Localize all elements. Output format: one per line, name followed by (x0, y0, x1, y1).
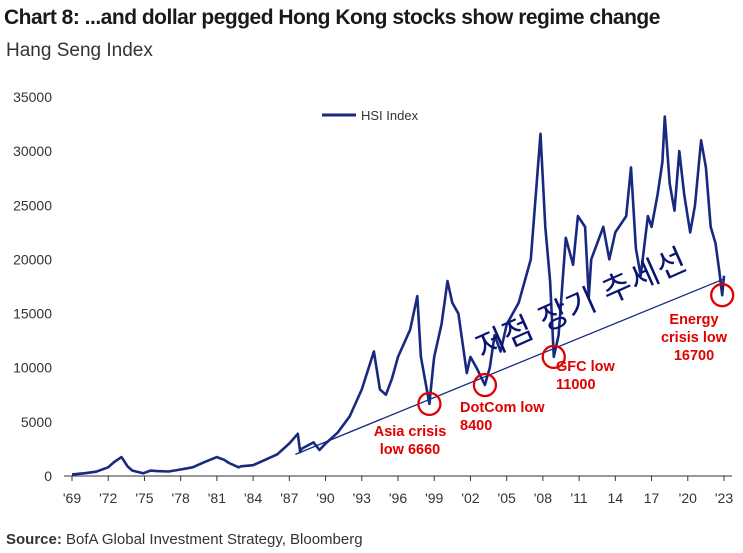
series-line-hsi (71, 115, 726, 476)
y-tick-label: 20000 (13, 251, 52, 267)
trend-line (295, 278, 725, 455)
annotation-label: DotCom low (460, 400, 545, 416)
x-tick-label: '75 (135, 490, 153, 506)
annotations: Asia crisis low 6660 DotCom low 8400 GFC low… (374, 283, 735, 458)
y-tick-label: 0 (44, 468, 52, 484)
y-tick-label: 30000 (13, 143, 52, 159)
annotation-circle (541, 344, 566, 370)
legend: HSI Index (322, 108, 419, 123)
x-tick-label: '90 (316, 490, 334, 506)
x-tick-label: '72 (99, 490, 117, 506)
x-axis: '69 '72 '75 '78 '81 '84 '87 '90 '93 '96 '99 '02 '05 '… (63, 476, 733, 506)
y-tick-label: 35000 (13, 89, 52, 105)
annotation-label: 8400 (460, 418, 492, 434)
x-tick-label: 14 (608, 490, 624, 506)
annotation-circle (417, 391, 442, 417)
annotation-circle (710, 283, 735, 308)
x-tick-label: '96 (389, 490, 407, 506)
x-tick-label: '84 (244, 490, 262, 506)
y-tick-label: 15000 (13, 306, 52, 322)
annotation-label: GFC low (556, 359, 616, 375)
chart-title: Chart 8: ...and dollar pegged Hong Kong … (4, 6, 660, 29)
x-tick-label: '78 (172, 490, 190, 506)
x-tick-label: '02 (461, 490, 479, 506)
legend-label: HSI Index (361, 108, 419, 123)
source-text: BofA Global Investment Strategy, Bloombe… (66, 531, 363, 548)
y-tick-label: 10000 (13, 360, 52, 376)
overlay-text: 저점 장기 추세선 (470, 240, 692, 367)
annotation-label: Energy (669, 312, 718, 328)
chart-subtitle: Hang Seng Index (6, 40, 153, 61)
annotation-circle (472, 372, 498, 398)
x-tick-label: '93 (353, 490, 371, 506)
source-note: Source: BofA Global Investment Strategy,… (6, 531, 363, 548)
x-tick-label: '87 (280, 490, 298, 506)
annotation-label: low 6660 (380, 442, 440, 458)
x-tick-label: '08 (534, 490, 552, 506)
x-tick-label: '20 (679, 490, 697, 506)
annotation-label: crisis low (661, 330, 728, 346)
x-tick-label: '81 (208, 490, 226, 506)
x-tick-label: '05 (498, 490, 516, 506)
annotation-label: 16700 (674, 348, 714, 364)
x-tick-label: '11 (571, 490, 588, 506)
y-tick-label: 5000 (21, 414, 52, 430)
y-axis: 0 5000 10000 15000 20000 25000 30000 35000 (13, 89, 52, 484)
x-tick-label: '23 (715, 490, 733, 506)
x-tick-label: 17 (644, 490, 660, 506)
x-tick-label: '69 (63, 490, 81, 506)
x-tick-label: '99 (425, 490, 443, 506)
annotation-label: 11000 (556, 377, 596, 393)
y-tick-label: 25000 (13, 197, 52, 213)
annotation-label: Asia crisis (374, 424, 447, 440)
source-label: Source: (6, 531, 62, 548)
